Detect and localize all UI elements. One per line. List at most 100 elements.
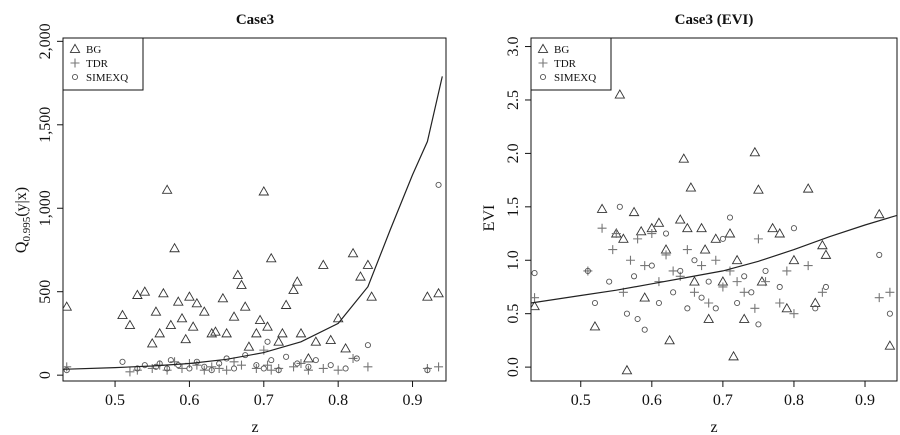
- left-bg-point: [169, 242, 180, 253]
- left-fit-curve: [63, 76, 443, 370]
- right-bg-point: [774, 228, 786, 238]
- left-bg-point: [317, 259, 329, 269]
- right-tdr-point: [775, 298, 785, 308]
- right-simexq-point: [616, 203, 623, 210]
- left-simexq-point: [283, 353, 290, 360]
- right-simexq-point: [776, 283, 783, 291]
- left-simexq-point: [260, 365, 267, 372]
- left-simexq-point: [186, 365, 193, 372]
- left-tdr-point: [303, 365, 313, 375]
- right-bg-point: [531, 300, 540, 311]
- right-chart-panel: Case3 (EVI) z EVI 0.5 0.6 0.7 0.8 0.9 0.0 0.5 1…: [481, 12, 898, 435]
- left-bg-point: [146, 337, 158, 348]
- left-tdr-point: [236, 360, 246, 370]
- left-tdr-point: [289, 362, 299, 372]
- right-simexq-point: [606, 278, 613, 285]
- left-bg-point: [243, 341, 255, 351]
- left-legend-simexq-marker: [71, 73, 79, 81]
- left-y-tick-label: 500: [37, 280, 54, 304]
- right-simexq-point: [822, 283, 829, 291]
- right-bg-point: [753, 184, 764, 194]
- left-bg-point: [303, 352, 314, 363]
- right-bg-point: [802, 183, 814, 193]
- left-x-tick-label: 0.9: [403, 392, 423, 409]
- right-tdr-point: [817, 287, 827, 297]
- right-bg-point: [884, 340, 896, 350]
- left-legend-bg-label: BG: [86, 44, 101, 56]
- left-tdr-point: [422, 363, 432, 373]
- left-bg-point: [161, 184, 173, 194]
- left-simexq-point: [424, 367, 431, 374]
- right-bg-point: [664, 334, 675, 345]
- left-bg-point: [366, 291, 378, 301]
- right-simexq-point: [748, 289, 755, 296]
- left-bg-point: [180, 333, 192, 344]
- right-tdr-point: [689, 287, 699, 297]
- left-bg-point: [176, 312, 188, 323]
- left-tdr-point: [251, 363, 261, 373]
- left-bg-point: [332, 312, 344, 323]
- left-tdr-point: [296, 358, 306, 368]
- right-tdr-point: [718, 282, 728, 292]
- left-simexq-point: [134, 365, 141, 372]
- right-y-tick-label: 1.5: [505, 197, 522, 217]
- right-legend-simexq-marker: [539, 73, 547, 81]
- right-bg-point: [703, 313, 715, 323]
- right-bg-point: [596, 203, 608, 213]
- right-tdr-point: [803, 261, 813, 271]
- right-tdr-point: [531, 293, 540, 303]
- left-simexq-point: [342, 365, 349, 372]
- right-simexq-point: [755, 321, 762, 328]
- right-simexq-point: [712, 305, 719, 312]
- left-simexq-point: [253, 362, 260, 369]
- left-bg-point: [291, 276, 303, 286]
- left-y-tick-label: 0: [37, 371, 54, 379]
- left-x-tick-label: 0.6: [179, 392, 199, 409]
- right-tdr-point: [583, 266, 593, 276]
- left-simexq-point: [230, 365, 238, 372]
- right-simexq-point: [741, 273, 748, 280]
- right-bg-point: [678, 153, 690, 163]
- right-bg-point: [635, 225, 647, 236]
- left-chart-title: Case3: [236, 12, 274, 28]
- right-bg-point: [820, 249, 832, 259]
- right-tdr-point: [633, 234, 643, 244]
- right-tdr-point: [668, 266, 678, 276]
- right-legend: BG TDR SIMEXQ: [530, 37, 612, 91]
- right-tdr-point: [874, 293, 884, 303]
- right-bg-point: [639, 292, 651, 302]
- right-simexq-point: [630, 273, 638, 280]
- right-simexq-point: [886, 310, 893, 317]
- right-bg-point: [618, 233, 629, 243]
- right-tdr-point: [711, 255, 721, 265]
- right-bg-point: [724, 228, 736, 238]
- right-simexq-point: [719, 235, 726, 242]
- right-plot-frame: [530, 37, 898, 382]
- left-tdr-point: [177, 363, 187, 373]
- left-simexq-point: [164, 365, 171, 372]
- left-bg-point: [139, 286, 151, 296]
- left-bg-point: [206, 327, 218, 338]
- left-bg-point: [265, 252, 277, 263]
- left-bg-point: [158, 287, 169, 298]
- left-bg-point: [184, 291, 195, 301]
- right-x-tick-label: 0.8: [784, 392, 804, 409]
- left-simexq-point: [141, 362, 148, 369]
- left-bg-point: [433, 287, 444, 298]
- right-simexq-point: [762, 267, 769, 274]
- left-bg-point: [117, 309, 128, 319]
- right-simexq-point: [684, 305, 691, 312]
- left-simexq-point: [294, 360, 301, 367]
- right-bg-point: [589, 320, 601, 331]
- right-tdr-point: [682, 245, 692, 255]
- right-bg-point: [653, 217, 665, 227]
- left-simexq-point: [312, 357, 319, 364]
- right-bg-point: [873, 208, 885, 219]
- left-simexq-point: [268, 357, 275, 364]
- left-x-tick-label: 0.5: [105, 392, 125, 409]
- left-bg-point: [187, 321, 199, 331]
- right-tdr-point: [885, 287, 895, 297]
- left-tdr-point: [434, 362, 444, 372]
- right-simexq-point: [876, 251, 883, 258]
- left-bg-point: [154, 327, 166, 338]
